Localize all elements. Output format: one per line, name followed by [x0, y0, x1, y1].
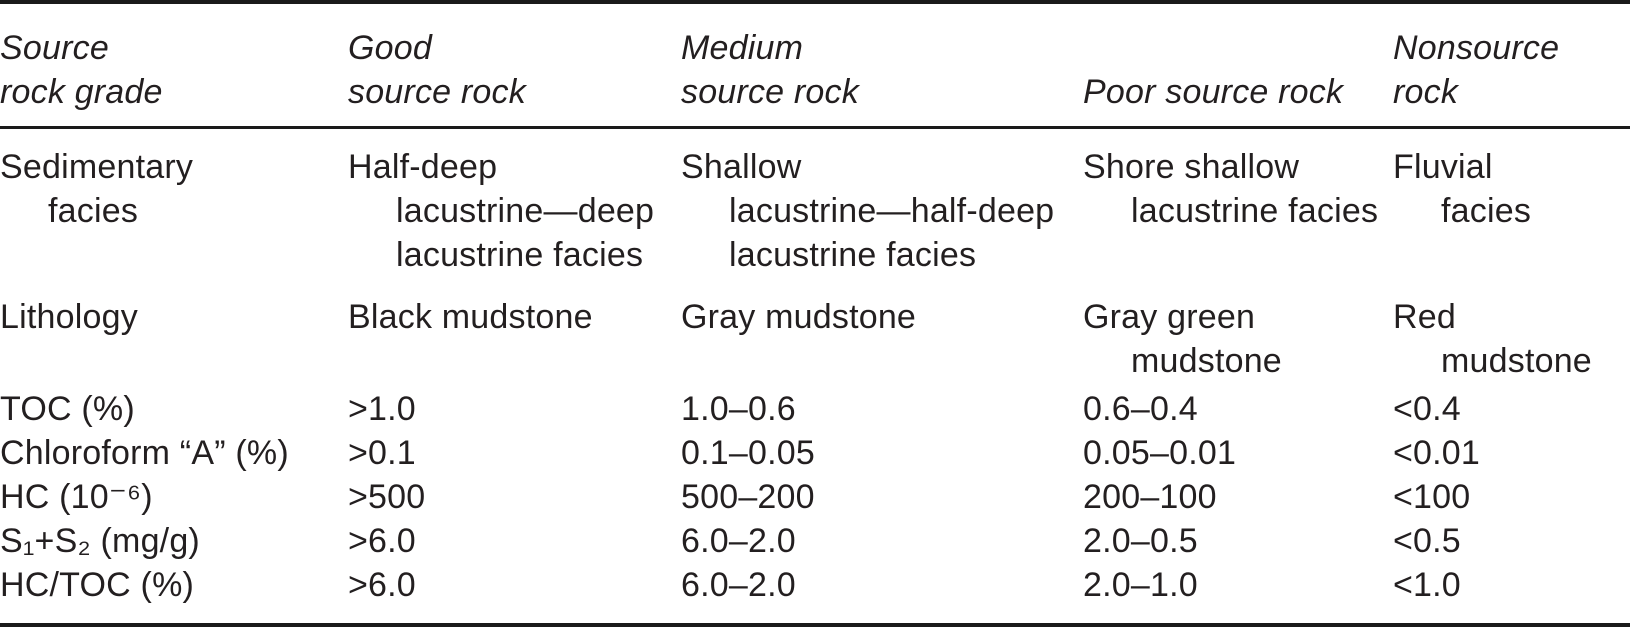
cell-value: <0.01: [1393, 434, 1481, 472]
cell-sedimentary-facies-good: Half-deep lacustrine—deep lacustrine fac…: [348, 128, 681, 294]
cell-toc-medium: 1.0–0.6: [681, 387, 1083, 431]
cell-value: 0.6–0.4: [1083, 390, 1198, 428]
cell-value: >500: [348, 478, 426, 516]
cell-hc-poor: 200–100: [1083, 475, 1393, 519]
cell-value: Fluvial facies: [1393, 148, 1532, 230]
cell-hctoc-nonsource: <1.0: [1393, 563, 1630, 625]
cell-chloroform-nonsource: <0.01: [1393, 431, 1630, 475]
cell-value: 6.0–2.0: [681, 522, 796, 560]
cell-sedimentary-facies-label: Sedimentary facies: [0, 128, 348, 294]
cell-value: <0.4: [1393, 390, 1461, 428]
cell-hctoc-good: >6.0: [348, 563, 681, 625]
cell-sedimentary-facies-medium: Shallow lacustrine—half-deep lacustrine …: [681, 128, 1083, 294]
cell-toc-nonsource: <0.4: [1393, 387, 1630, 431]
cell-value: Red mudstone: [1393, 298, 1592, 380]
col-header-good-source-rock: Good source rock: [348, 2, 681, 129]
cell-hc-good: >500: [348, 475, 681, 519]
cell-chloroform-good: >0.1: [348, 431, 681, 475]
cell-value: <0.5: [1393, 522, 1461, 560]
cell-toc-good: >1.0: [348, 387, 681, 431]
cell-sedimentary-facies-poor: Shore shallow lacustrine facies: [1083, 128, 1393, 294]
cell-chloroform-medium: 0.1–0.05: [681, 431, 1083, 475]
cell-lithology-good: Black mudstone: [348, 293, 681, 387]
cell-value: 200–100: [1083, 478, 1217, 516]
table-header: Source rock grade Good source rock Mediu…: [0, 2, 1630, 129]
cell-chloroform-poor: 0.05–0.01: [1083, 431, 1393, 475]
row-chloroform-a: Chloroform “A” (%) >0.1 0.1–0.05 0.05–0.…: [0, 431, 1630, 475]
cell-hctoc-medium: 6.0–2.0: [681, 563, 1083, 625]
cell-value: 1.0–0.6: [681, 390, 796, 428]
row-label: HC/TOC (%): [0, 566, 195, 604]
row-toc: TOC (%) >1.0 1.0–0.6 0.6–0.4 <0.4: [0, 387, 1630, 431]
col-header-source-rock-grade-label: Source rock grade: [0, 29, 163, 111]
col-header-poor-source-rock: Poor source rock: [1083, 2, 1393, 129]
cell-s1s2-medium: 6.0–2.0: [681, 519, 1083, 563]
cell-value: >6.0: [348, 522, 416, 560]
cell-hc-medium: 500–200: [681, 475, 1083, 519]
cell-value: >0.1: [348, 434, 416, 472]
cell-s1s2-label: S₁+S₂ (mg/g): [0, 519, 348, 563]
cell-value: >1.0: [348, 390, 416, 428]
cell-value: Half-deep lacustrine—deep lacustrine fac…: [348, 148, 655, 274]
cell-value: Gray mudstone: [681, 298, 917, 336]
cell-value: Shallow lacustrine—half-deep lacustrine …: [681, 148, 1055, 274]
cell-s1s2-good: >6.0: [348, 519, 681, 563]
cell-toc-label: TOC (%): [0, 387, 348, 431]
row-label: S₁+S₂ (mg/g): [0, 522, 200, 560]
cell-hctoc-label: HC/TOC (%): [0, 563, 348, 625]
row-label: HC (10⁻⁶): [0, 478, 153, 516]
cell-value: Black mudstone: [348, 298, 593, 336]
col-header-nonsource-rock-label: Nonsource rock: [1393, 29, 1560, 111]
col-header-medium-source-rock: Medium source rock: [681, 2, 1083, 129]
cell-value: Shore shallow lacustrine facies: [1083, 148, 1379, 230]
cell-value: 2.0–0.5: [1083, 522, 1198, 560]
cell-hc-nonsource: <100: [1393, 475, 1630, 519]
cell-value: 2.0–1.0: [1083, 566, 1198, 604]
row-label: Chloroform “A” (%): [0, 434, 289, 472]
col-header-medium-source-rock-label: Medium source rock: [681, 29, 859, 111]
cell-value: <1.0: [1393, 566, 1461, 604]
row-hc: HC (10⁻⁶) >500 500–200 200–100 <100: [0, 475, 1630, 519]
cell-value: Gray green mudstone: [1083, 298, 1282, 380]
col-header-source-rock-grade: Source rock grade: [0, 2, 348, 129]
header-row: Source rock grade Good source rock Mediu…: [0, 2, 1630, 129]
cell-sedimentary-facies-nonsource: Fluvial facies: [1393, 128, 1630, 294]
col-header-poor-source-rock-label: Poor source rock: [1083, 73, 1344, 111]
cell-lithology-medium: Gray mudstone: [681, 293, 1083, 387]
row-label: Sedimentary facies: [0, 148, 194, 230]
table-body: Sedimentary facies Half-deep lacustrine—…: [0, 128, 1630, 626]
col-header-good-source-rock-label: Good source rock: [348, 29, 526, 111]
cell-lithology-poor: Gray green mudstone: [1083, 293, 1393, 387]
cell-chloroform-label: Chloroform “A” (%): [0, 431, 348, 475]
cell-value: 0.1–0.05: [681, 434, 815, 472]
cell-hctoc-poor: 2.0–1.0: [1083, 563, 1393, 625]
col-header-nonsource-rock: Nonsource rock: [1393, 2, 1630, 129]
cell-value: >6.0: [348, 566, 416, 604]
row-hc-toc: HC/TOC (%) >6.0 6.0–2.0 2.0–1.0 <1.0: [0, 563, 1630, 625]
cell-value: 0.05–0.01: [1083, 434, 1237, 472]
cell-value: <100: [1393, 478, 1471, 516]
cell-s1s2-nonsource: <0.5: [1393, 519, 1630, 563]
row-label: Lithology: [0, 298, 138, 336]
cell-s1s2-poor: 2.0–0.5: [1083, 519, 1393, 563]
cell-lithology-label: Lithology: [0, 293, 348, 387]
row-label: TOC (%): [0, 390, 135, 428]
row-lithology: Lithology Black mudstone Gray mudstone G…: [0, 293, 1630, 387]
cell-lithology-nonsource: Red mudstone: [1393, 293, 1630, 387]
cell-value: 500–200: [681, 478, 815, 516]
cell-value: 6.0–2.0: [681, 566, 796, 604]
row-s1-s2: S₁+S₂ (mg/g) >6.0 6.0–2.0 2.0–0.5 <0.5: [0, 519, 1630, 563]
cell-hc-label: HC (10⁻⁶): [0, 475, 348, 519]
row-sedimentary-facies: Sedimentary facies Half-deep lacustrine—…: [0, 128, 1630, 294]
cell-toc-poor: 0.6–0.4: [1083, 387, 1393, 431]
